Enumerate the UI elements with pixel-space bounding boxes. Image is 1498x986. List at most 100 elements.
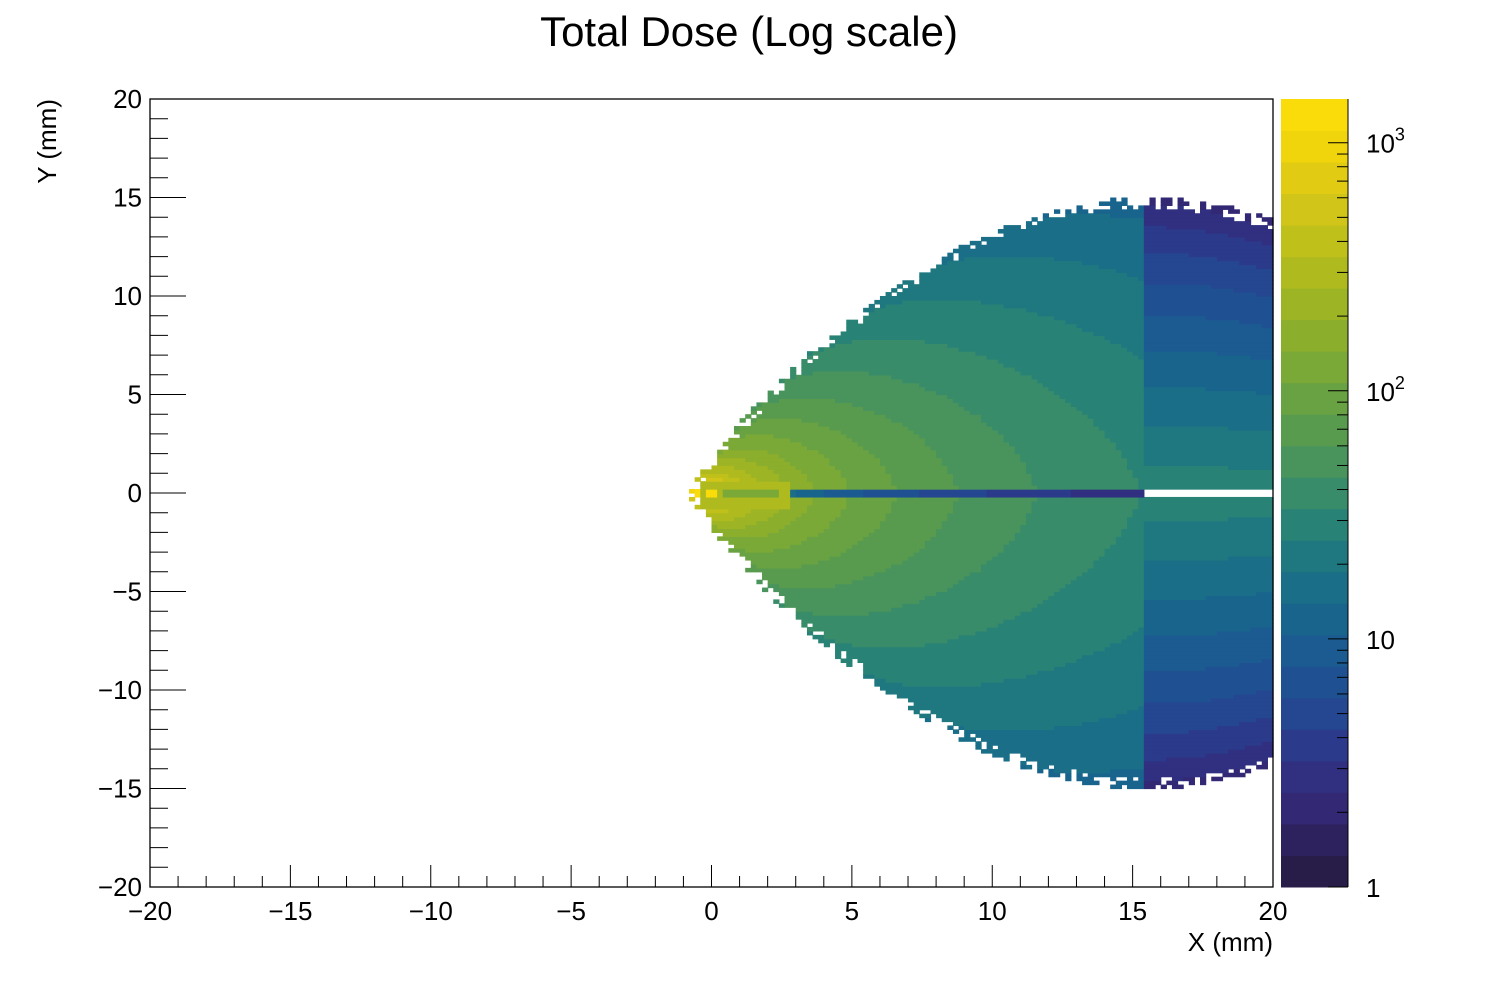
heatmap-cell xyxy=(1200,205,1207,210)
heatmap-cell xyxy=(1228,465,1274,470)
heatmap-cell xyxy=(1115,780,1145,786)
heatmap-cell xyxy=(767,516,797,522)
heatmap-cell xyxy=(1127,776,1134,782)
heatmap-cell xyxy=(1054,591,1145,597)
heatmap-cell xyxy=(874,528,937,533)
color-scale-band xyxy=(1281,697,1348,730)
heatmap-cell xyxy=(1003,303,1145,309)
heatmap-cell xyxy=(835,642,853,648)
heatmap-cell xyxy=(1143,433,1274,439)
heatmap-cell xyxy=(1127,520,1145,526)
heatmap-cell xyxy=(874,571,971,577)
x-tick-label: −5 xyxy=(556,896,586,926)
heatmap-cell xyxy=(879,296,1145,301)
heatmap-cell xyxy=(1098,556,1145,561)
heatmap-cell xyxy=(795,516,836,522)
heatmap-cell xyxy=(1256,213,1263,218)
heatmap-cell xyxy=(767,449,819,455)
heatmap-cell xyxy=(1222,772,1246,778)
heatmap-cell xyxy=(964,406,1078,411)
heatmap-cell xyxy=(1143,355,1252,360)
heatmap-cell xyxy=(767,398,780,403)
heatmap-cell xyxy=(1009,441,1117,447)
y-tick-label: −20 xyxy=(98,872,142,902)
heatmap-cell xyxy=(784,457,831,463)
heatmap-cell xyxy=(1143,229,1207,234)
heatmap-cell xyxy=(1082,721,1145,727)
heatmap-cell xyxy=(941,520,1027,526)
heatmap-cell xyxy=(1143,768,1229,774)
heatmap-cell xyxy=(1127,461,1145,467)
heatmap-cell xyxy=(1143,725,1218,730)
heatmap-cell xyxy=(1093,650,1145,656)
heatmap-cell xyxy=(936,449,1016,455)
heatmap-cell xyxy=(952,481,1033,486)
heatmap-cell xyxy=(1256,390,1274,396)
heatmap-cell xyxy=(1065,213,1111,218)
heatmap-cell xyxy=(1143,705,1274,711)
heatmap-cell xyxy=(1110,642,1145,648)
heatmap-cell xyxy=(846,323,1078,329)
x-axis-label: X (mm) xyxy=(1188,927,1273,957)
heatmap-cell xyxy=(689,489,696,494)
heatmap-cell xyxy=(1143,583,1274,589)
color-scale-axis: 1 10 102 103 xyxy=(1328,99,1405,903)
heatmap-cell xyxy=(801,540,859,545)
color-scale-band xyxy=(1281,823,1348,856)
heatmap-cell xyxy=(700,489,707,494)
heatmap-cell xyxy=(1070,489,1145,494)
heatmap-cell xyxy=(1132,508,1274,514)
heatmap-cell xyxy=(1143,402,1274,407)
heatmap-cell xyxy=(790,544,853,549)
heatmap-cell xyxy=(891,473,954,478)
heatmap-cell xyxy=(790,489,797,494)
heatmap-cell xyxy=(1065,319,1145,325)
heatmap-cell xyxy=(947,394,1061,400)
heatmap-cell xyxy=(1143,374,1274,380)
heatmap-cell xyxy=(1143,457,1274,463)
heatmap-cell xyxy=(689,496,696,502)
heatmap-cell xyxy=(986,741,1145,746)
heatmap-cell xyxy=(705,508,729,514)
heatmap-cell xyxy=(1143,359,1274,364)
heatmap-cell xyxy=(801,623,808,628)
heatmap-cell xyxy=(717,524,746,530)
heatmap-cell xyxy=(919,382,1044,388)
heatmap-cell xyxy=(1082,780,1100,786)
heatmap-cell xyxy=(981,682,1145,687)
heatmap-cell xyxy=(705,512,746,518)
heatmap-cell xyxy=(1098,264,1145,270)
heatmap-cell xyxy=(1138,504,1274,510)
heatmap-cell xyxy=(981,563,1094,569)
heatmap-cell xyxy=(919,276,1139,281)
heatmap-cell xyxy=(1256,717,1274,723)
heatmap-cell xyxy=(981,749,1145,754)
heatmap-cell xyxy=(1143,599,1274,604)
heatmap-cell xyxy=(1205,315,1274,321)
heatmap-cell xyxy=(795,615,1016,620)
heatmap-cell xyxy=(700,481,791,486)
heatmap-cell xyxy=(952,508,1033,514)
heatmap-cell xyxy=(1143,429,1274,435)
heatmap-cell xyxy=(790,500,814,506)
heatmap-cell xyxy=(1143,646,1274,652)
heatmap-cell xyxy=(823,347,960,352)
heatmap-cell xyxy=(705,489,718,494)
heatmap-cell xyxy=(1143,697,1212,703)
heatmap-cell xyxy=(750,508,780,514)
heatmap-cell xyxy=(1143,552,1274,557)
heatmap-cell xyxy=(1143,544,1274,549)
heatmap-cell xyxy=(1025,307,1145,313)
heatmap-cell xyxy=(745,457,786,463)
heatmap-cell xyxy=(1127,524,1145,530)
heatmap-cell xyxy=(728,445,808,451)
heatmap-cell xyxy=(1160,201,1173,206)
heatmap-cell xyxy=(947,587,1061,593)
heatmap-cell xyxy=(773,587,948,593)
heatmap-cell xyxy=(1014,532,1122,537)
heatmap-cell xyxy=(840,331,1094,336)
heatmap-cell xyxy=(1143,741,1263,746)
heatmap-cell xyxy=(891,563,982,569)
heatmap-cell xyxy=(1244,213,1252,218)
heatmap-cell xyxy=(891,477,954,482)
